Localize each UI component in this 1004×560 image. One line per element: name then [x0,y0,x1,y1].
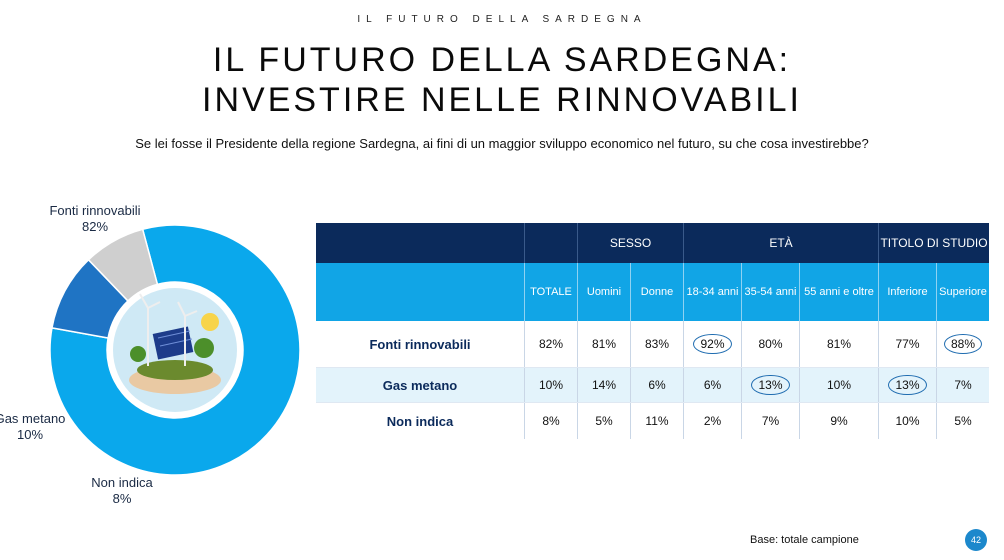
row-label: Non indica [386,413,454,429]
highlight-circle: 92% [693,334,732,354]
table-cell: 2% [683,402,742,439]
group-header-education: TITOLO DI STUDIO [878,223,989,263]
group-header-total [524,223,578,263]
results-table: SESSO ETÀ TITOLO DI STUDIO TOTALE Uomini… [316,223,989,439]
table-cell: 10% [799,367,879,403]
slice-label-none-value: 8% [113,491,132,506]
slice-none [87,228,159,302]
slice-label-none-name: Non indica [91,475,153,490]
group-header-sex: SESSO [577,223,684,263]
table-cell: 81% [799,321,879,368]
table-cell: 77% [878,321,937,368]
slice-label-gas-value: 10% [17,427,43,442]
title-line-2: INVESTIRE NELLE RINNOVABILI [202,81,802,119]
table-cell: 8% [524,402,578,439]
highlight-circle: 13% [888,375,927,395]
page-title: IL FUTURO DELLA SARDEGNA: INVESTIRE NELL… [0,40,1004,120]
row-label: Fonti rinnovabili [316,321,525,368]
highlight-circle: 13% [751,375,790,395]
column-header: Donne [630,263,684,321]
table-cell: 80% [741,321,800,368]
title-line-1: IL FUTURO DELLA SARDEGNA: [212,41,792,79]
donut-labels: Fonti rinnovabili 82% Gas metano 10% Non… [0,203,153,506]
base-note: Base: totale campione [750,534,859,546]
table-cell: 83% [630,321,684,368]
group-header-empty [316,223,525,263]
donut-slices [49,224,300,476]
renewable-energy-illustration [107,282,243,418]
table-row: Gas metano 10% 14% 6% 6% 13% 10% 13% 7% [316,367,989,403]
table-cell: 11% [630,402,684,439]
table-cell: 82% [524,321,578,368]
slice-label-gas-name: Gas metano [0,411,65,426]
table-row: Non indica 8% 5% 11% 2% 7% 9% 10% 5% [316,402,989,439]
table-cell: 7% [936,367,989,403]
table-cell: 13% [878,367,937,403]
table-cell: 81% [577,321,631,368]
table-cell: 88% [936,321,989,368]
table-cell: 5% [936,402,989,439]
slice-label-renewables-name: Fonti rinnovabili [49,203,140,218]
row-label: Gas metano [316,367,525,403]
column-header: 55 anni e oltre [799,263,879,321]
table-column-header-row: TOTALE Uomini Donne 18-34 anni 35-54 ann… [316,263,989,321]
column-header: 35-54 anni [741,263,800,321]
group-header-age: ETÀ [683,223,879,263]
table-cell: 7% [741,402,800,439]
column-header: Inferiore [878,263,937,321]
table-cell: 10% [524,367,578,403]
table-cell: 10% [878,402,937,439]
survey-question: Se lei fosse il Presidente della regione… [135,136,869,151]
table-cell: 6% [630,367,684,403]
table-cell: 92% [683,321,742,368]
table-cell: 14% [577,367,631,403]
column-header: 18-34 anni [683,263,742,321]
column-header: Uomini [577,263,631,321]
page-number-badge: 42 [965,529,987,551]
table-group-header-row: SESSO ETÀ TITOLO DI STUDIO [316,223,989,263]
table-cell: 5% [577,402,631,439]
table-cell: 13% [741,367,800,403]
table-cell: 6% [683,367,742,403]
column-header: TOTALE [524,263,578,321]
donut-chart: Fonti rinnovabili 82% Gas metano 10% Non… [0,203,300,506]
highlight-circle: 88% [943,334,983,354]
slice-label-renewables-value: 82% [82,219,108,234]
section-kicker: IL FUTURO DELLA SARDEGNA [357,14,647,25]
column-header-empty [316,263,525,321]
table-cell: 9% [799,402,879,439]
table-row: Fonti rinnovabili 82% 81% 83% 92% 80% 81… [316,321,989,368]
column-header: Superiore [936,263,989,321]
